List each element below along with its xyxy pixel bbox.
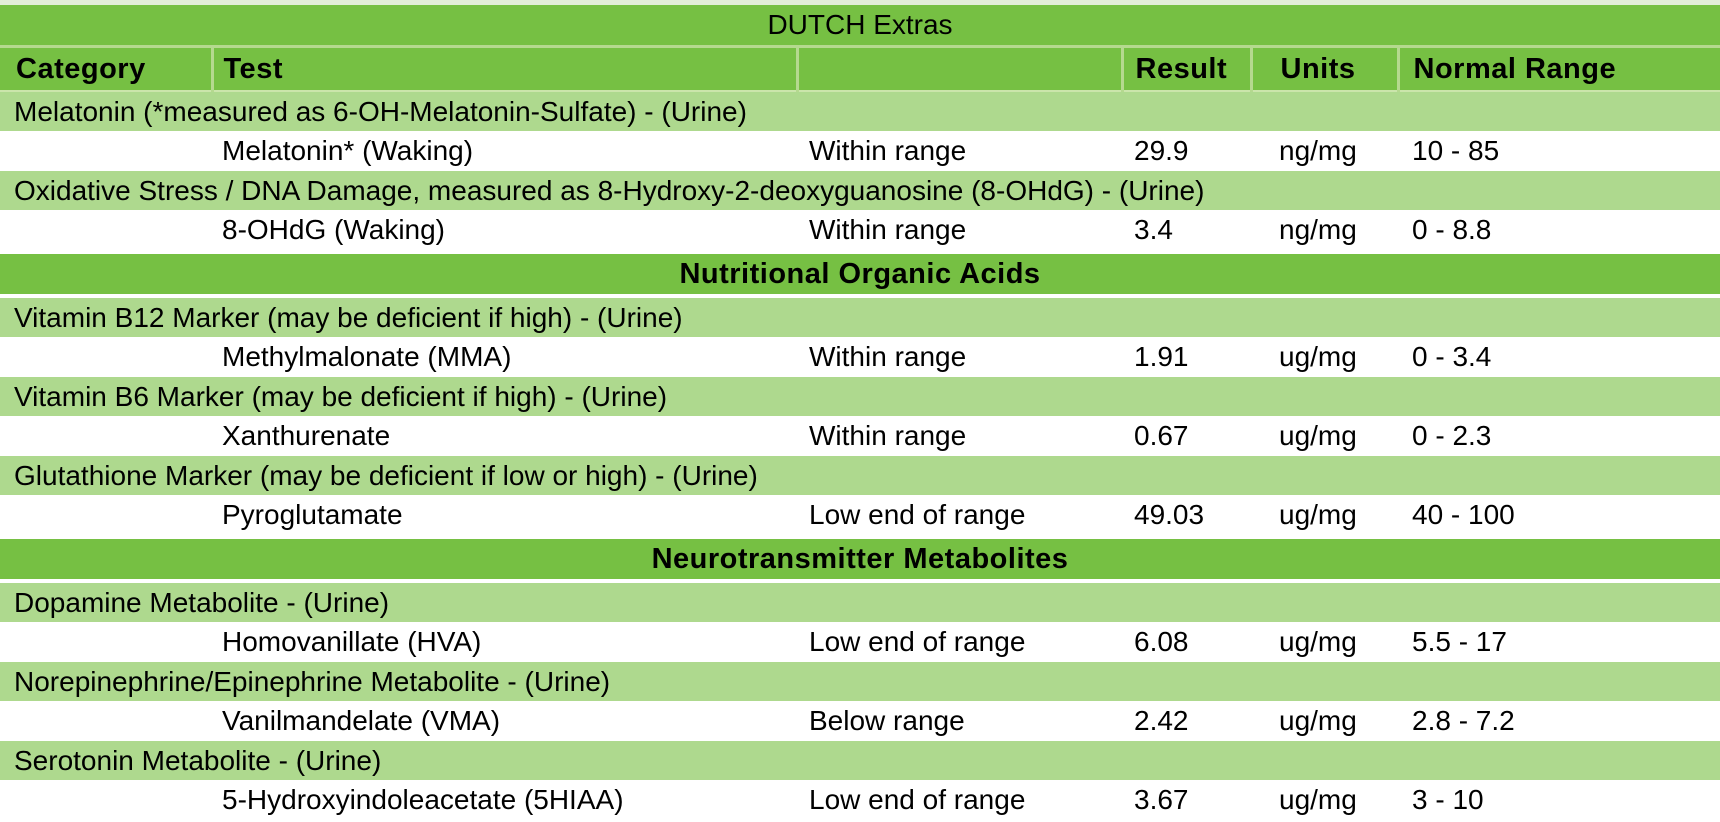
table-bottom-spacer-row: [0, 820, 1720, 822]
row-status: Low end of range: [797, 495, 1122, 537]
column-header-result: Result: [1120, 45, 1251, 92]
table-row: Methylmalonate (MMA) Within range 1.91 ug/m…: [0, 337, 1720, 377]
row-result-value: 29.9: [1122, 131, 1251, 171]
table-row: Melatonin* (Waking) Within range 29.9 ng/mg…: [0, 131, 1720, 171]
column-header-status: [795, 45, 1122, 92]
group-header-label: Nutritional Organic Acids: [0, 250, 1720, 298]
category-section-label: Vitamin B12 Marker (may be deficient if …: [0, 296, 1720, 337]
table-title-row: DUTCH Extras: [0, 5, 1720, 47]
category-section-label: Glutathione Marker (may be deficient if …: [0, 456, 1720, 495]
category-section-row: Vitamin B12 Marker (may be deficient if …: [0, 296, 1720, 337]
category-section-row: Melatonin (*measured as 6-OH-Melatonin-S…: [0, 91, 1720, 131]
row-test-name: Vanilmandelate (VMA): [212, 701, 797, 741]
category-section-row: Oxidative Stress / DNA Damage, measured …: [0, 171, 1720, 210]
row-result-value: 3.67: [1122, 780, 1251, 820]
category-section-label: Norepinephrine/Epinephrine Metabolite - …: [0, 662, 1720, 701]
row-test-name: Homovanillate (HVA): [212, 622, 797, 662]
row-status: Low end of range: [797, 780, 1122, 820]
category-section-label: Vitamin B6 Marker (may be deficient if h…: [0, 377, 1720, 416]
row-category-cell: [0, 780, 212, 820]
row-category-cell: [0, 131, 212, 171]
row-test-name: Pyroglutamate: [212, 495, 797, 537]
row-units: ug/mg: [1251, 780, 1398, 820]
row-test-name: Methylmalonate (MMA): [212, 337, 797, 377]
row-normal-range: 40 - 100: [1398, 495, 1720, 537]
row-normal-range: 0 - 2.3: [1398, 416, 1720, 456]
column-header-category: Category: [0, 45, 212, 92]
row-test-name: Xanthurenate: [212, 416, 797, 456]
row-category-cell: [0, 622, 212, 662]
row-test-name: Melatonin* (Waking): [212, 131, 797, 171]
row-status: Below range: [797, 701, 1122, 741]
row-status: Within range: [797, 337, 1122, 377]
table-row: 8-OHdG (Waking) Within range 3.4 ng/mg 0 - 8…: [0, 210, 1720, 252]
category-section-row: Vitamin B6 Marker (may be deficient if h…: [0, 377, 1720, 416]
category-section-row: Glutathione Marker (may be deficient if …: [0, 456, 1720, 495]
column-header-range: Normal Range: [1396, 45, 1720, 92]
category-section-row: Norepinephrine/Epinephrine Metabolite - …: [0, 662, 1720, 701]
group-header-row: Neurotransmitter Metabolites: [0, 535, 1720, 583]
row-units: ug/mg: [1251, 416, 1398, 456]
row-normal-range: 0 - 8.8: [1398, 210, 1720, 252]
row-units: ug/mg: [1251, 337, 1398, 377]
table-row: 5-Hydroxyindoleacetate (5HIAA) Low end of…: [0, 780, 1720, 820]
table-top-border: [0, 0, 1720, 5]
row-normal-range: 0 - 3.4: [1398, 337, 1720, 377]
dutch-extras-results-table: DUTCH Extras Category Test Result Units …: [0, 5, 1720, 822]
category-section-label: Dopamine Metabolite - (Urine): [0, 581, 1720, 622]
group-header-row: Nutritional Organic Acids: [0, 250, 1720, 298]
row-test-name: 5-Hydroxyindoleacetate (5HIAA): [212, 780, 797, 820]
column-header-row: Category Test Result Units Normal Range: [0, 45, 1720, 92]
row-category-cell: [0, 495, 212, 537]
column-header-test: Test: [210, 45, 797, 92]
row-result-value: 0.67: [1122, 416, 1251, 456]
group-header-label: Neurotransmitter Metabolites: [0, 535, 1720, 583]
table-row: Homovanillate (HVA) Low end of range 6.08 u…: [0, 622, 1720, 662]
column-header-units: Units: [1249, 45, 1398, 92]
row-normal-range: 3 - 10: [1398, 780, 1720, 820]
row-test-name: 8-OHdG (Waking): [212, 210, 797, 252]
row-normal-range: 10 - 85: [1398, 131, 1720, 171]
row-status: Within range: [797, 416, 1122, 456]
row-units: ug/mg: [1251, 622, 1398, 662]
table-bottom-spacer: [0, 820, 1720, 822]
row-status: Low end of range: [797, 622, 1122, 662]
category-section-label: Oxidative Stress / DNA Damage, measured …: [0, 171, 1720, 210]
row-result-value: 2.42: [1122, 701, 1251, 741]
row-units: ug/mg: [1251, 701, 1398, 741]
row-category-cell: [0, 701, 212, 741]
table-row: Xanthurenate Within range 0.67 ug/mg 0 - 2.3: [0, 416, 1720, 456]
row-category-cell: [0, 337, 212, 377]
row-status: Within range: [797, 131, 1122, 171]
category-section-label: Melatonin (*measured as 6-OH-Melatonin-S…: [0, 91, 1720, 131]
row-category-cell: [0, 210, 212, 252]
row-category-cell: [0, 416, 212, 456]
category-section-row: Dopamine Metabolite - (Urine): [0, 581, 1720, 622]
row-result-value: 3.4: [1122, 210, 1251, 252]
row-units: ug/mg: [1251, 495, 1398, 537]
row-units: ng/mg: [1251, 210, 1398, 252]
row-units: ng/mg: [1251, 131, 1398, 171]
row-normal-range: 5.5 - 17: [1398, 622, 1720, 662]
table-title: DUTCH Extras: [0, 5, 1720, 47]
results-table-body: DUTCH Extras Category Test Result Units …: [0, 5, 1720, 822]
table-row: Vanilmandelate (VMA) Below range 2.42 ug/mg…: [0, 701, 1720, 741]
row-result-value: 49.03: [1122, 495, 1251, 537]
row-status: Within range: [797, 210, 1122, 252]
category-section-label: Serotonin Metabolite - (Urine): [0, 741, 1720, 780]
table-row: Pyroglutamate Low end of range 49.03 ug/mg 4…: [0, 495, 1720, 537]
row-result-value: 1.91: [1122, 337, 1251, 377]
category-section-row: Serotonin Metabolite - (Urine): [0, 741, 1720, 780]
row-normal-range: 2.8 - 7.2: [1398, 701, 1720, 741]
row-result-value: 6.08: [1122, 622, 1251, 662]
